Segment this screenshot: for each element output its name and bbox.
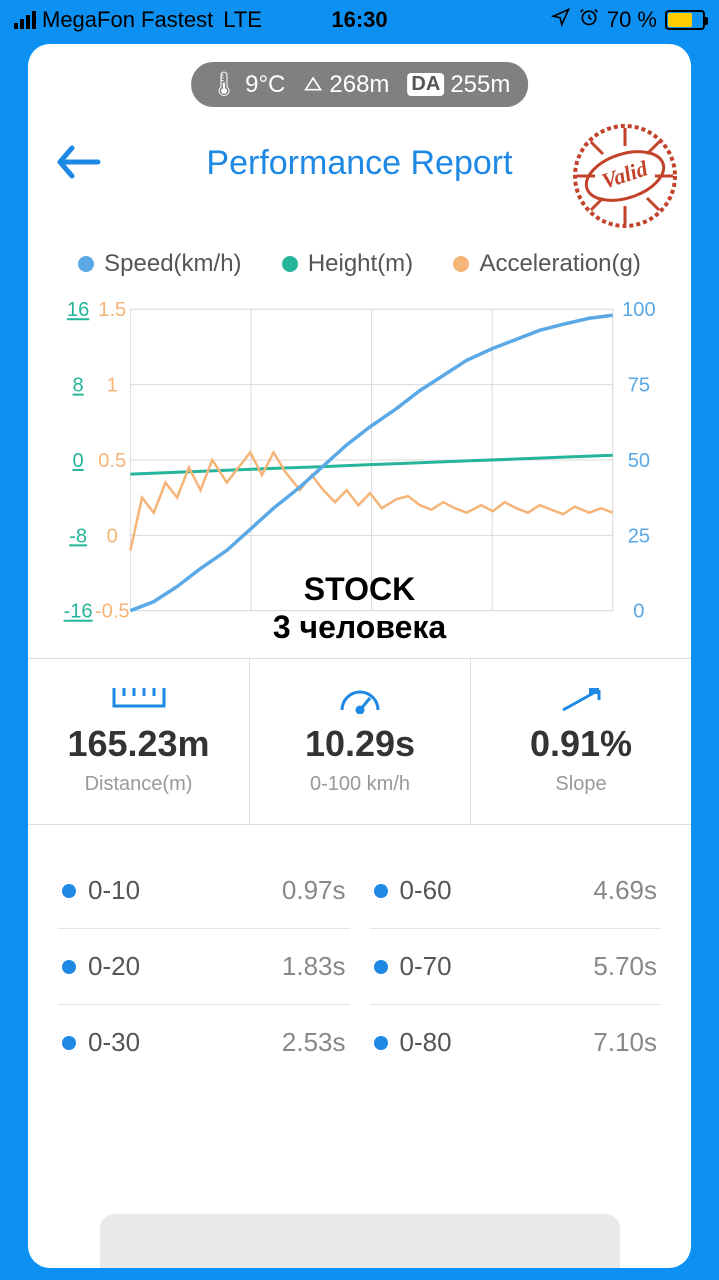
carrier-label: MegaFon Fastest [42,7,213,33]
svg-text:-8: -8 [69,525,87,547]
metric-distance-value: 165.23m [34,723,243,765]
env-altitude-value: 268m [329,71,389,99]
svg-text:75: 75 [628,375,650,397]
metric-distance-label: Distance(m) [34,773,243,796]
split-value: 4.69s [593,875,657,906]
battery-pct: 70 % [607,7,657,33]
env-density-alt-value: 255m [450,71,510,99]
legend-speed: Speed(km/h) [78,250,241,278]
svg-text:50: 50 [628,450,650,472]
legend-height-dot [282,256,298,272]
report-card: Performance Report Valid Speed(km/h) [28,44,691,1268]
split-label: 0-70 [374,951,452,982]
split-label: 0-10 [62,875,140,906]
split-row: 0-80 7.10s [370,1004,662,1080]
svg-text:25: 25 [628,525,650,547]
metric-slope-label: Slope [477,773,685,796]
status-right: 70 % [551,7,705,33]
split-dot-icon [62,884,76,898]
svg-text:0: 0 [107,525,118,547]
split-label: 0-60 [374,875,452,906]
split-row: 0-10 0.97s [58,853,350,928]
split-label: 0-80 [374,1027,452,1058]
metric-time-value: 10.29s [256,723,464,765]
ruler-icon [34,681,243,717]
svg-text:16: 16 [67,299,89,321]
legend-accel: Acceleration(g) [453,250,640,278]
split-value: 7.10s [593,1027,657,1058]
metric-time-label: 0-100 km/h [256,773,464,796]
env-altitude: 268m [303,71,389,99]
split-dot-icon [374,884,388,898]
back-button[interactable] [54,142,102,193]
split-label: 0-30 [62,1027,140,1058]
svg-text:0.5: 0.5 [98,450,126,472]
split-dot-icon [374,1036,388,1050]
metric-slope-value: 0.91% [477,723,685,765]
split-row: 0-20 1.83s [58,928,350,1004]
split-dot-icon [62,960,76,974]
battery-fill [668,13,692,27]
svg-text:0: 0 [73,450,84,472]
split-row: 0-30 2.53s [58,1004,350,1080]
chart: -16-80816-0.500.511.50255075100 STOCK 3 … [28,290,691,650]
env-temp-value: 9°C [245,71,285,99]
network-label: LTE [223,7,262,33]
split-value: 0.97s [282,875,346,906]
signal-icon [14,11,36,29]
slope-icon [477,681,685,717]
split-value: 2.53s [282,1027,346,1058]
overlay-stock: STOCK [28,571,691,608]
env-temp: 🌡 9°C [209,70,286,99]
status-left: MegaFon Fastest LTE [14,7,262,33]
status-time: 16:30 [331,7,387,33]
header: Performance Report Valid [28,120,691,210]
split-label: 0-20 [62,951,140,982]
split-row: 0-70 5.70s [370,928,662,1004]
legend-speed-dot [78,256,94,272]
legend-accel-dot [453,256,469,272]
split-dot-icon [62,1036,76,1050]
metrics-row: 165.23m Distance(m) 10.29s 0-100 km/h 0.… [28,658,691,825]
gauge-icon [256,681,464,717]
density-alt-badge: DA [407,73,444,96]
legend-accel-label: Acceleration(g) [479,250,640,278]
svg-text:1.5: 1.5 [98,299,126,321]
metric-distance: 165.23m Distance(m) [28,659,249,824]
split-row: 0-60 4.69s [370,853,662,928]
split-value: 1.83s [282,951,346,982]
splits-table: 0-10 0.97s 0-60 4.69s 0-20 1.83s 0-70 5.70s 0-30… [28,825,691,1080]
svg-text:8: 8 [73,375,84,397]
env-density-alt: DA 255m [407,71,510,99]
battery-icon [665,10,705,30]
env-pill: 🌡 9°C 268m DA 255m [191,62,529,107]
location-icon [551,7,571,33]
svg-text:1: 1 [107,375,118,397]
metric-slope: 0.91% Slope [470,659,691,824]
mountain-icon [303,71,323,99]
status-bar: MegaFon Fastest LTE 16:30 70 % [0,0,719,40]
thermometer-icon: 🌡 [209,70,239,99]
metric-time: 10.29s 0-100 km/h [249,659,470,824]
legend-height-label: Height(m) [308,250,413,278]
split-dot-icon [374,960,388,974]
legend-height: Height(m) [282,250,413,278]
svg-text:100: 100 [622,299,656,321]
valid-stamp: Valid [565,116,685,236]
overlay-people: 3 человека [28,609,691,646]
bottom-bar [100,1214,620,1268]
split-value: 5.70s [593,951,657,982]
alarm-icon [579,7,599,33]
legend-speed-label: Speed(km/h) [104,250,241,278]
